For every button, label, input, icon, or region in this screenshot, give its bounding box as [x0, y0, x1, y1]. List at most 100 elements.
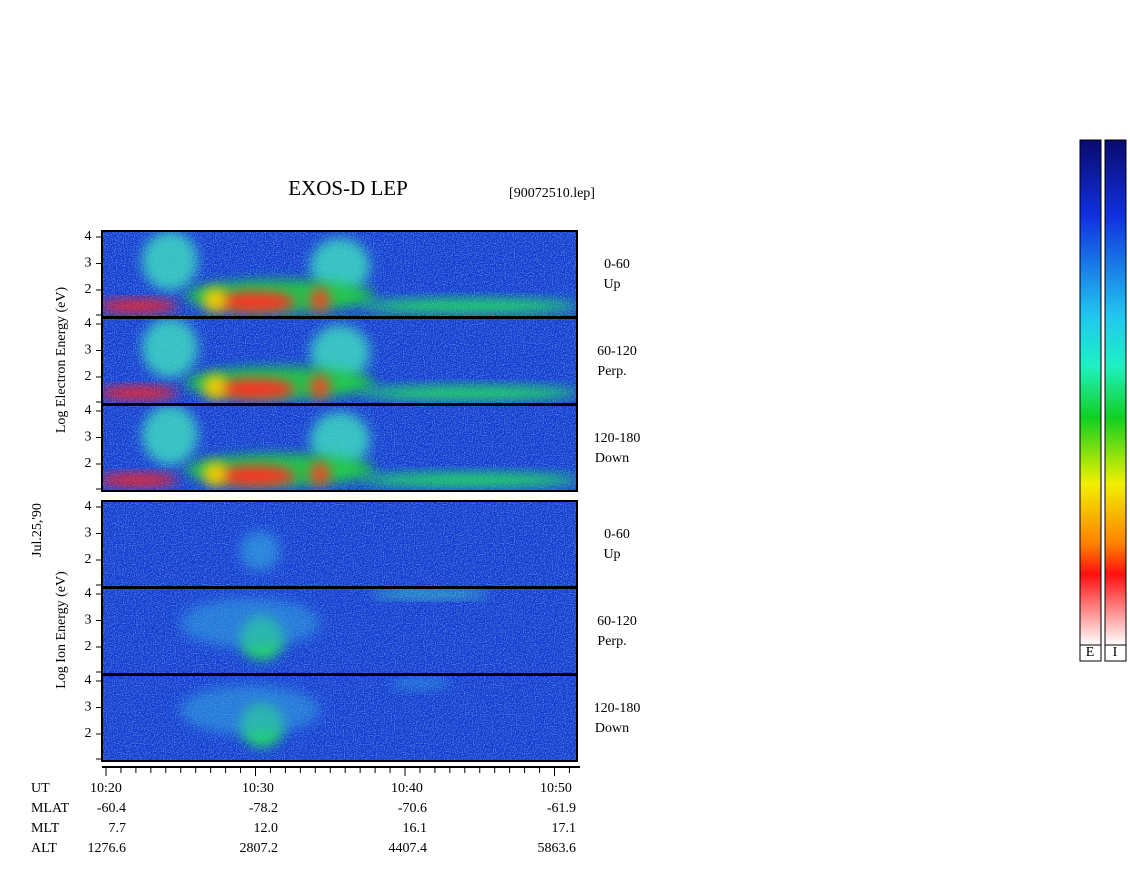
spectral-feature	[203, 288, 227, 312]
spectrogram	[102, 318, 577, 404]
direction-label: Up	[603, 277, 620, 292]
row-name: ALT	[31, 841, 57, 856]
spectral-feature	[180, 685, 320, 735]
y-tick-label: 4	[85, 499, 92, 514]
direction-label: Down	[595, 721, 629, 736]
spectral-feature	[142, 318, 198, 378]
y-tick-label: 2	[85, 552, 92, 567]
row-value: 10:50	[540, 781, 572, 796]
row-value: 10:40	[391, 781, 423, 796]
electron-axis-label: Log Electron Energy (eV)	[54, 287, 69, 434]
color-bar-box	[1104, 644, 1127, 662]
angle-label: 120-180	[594, 701, 641, 716]
spectral-feature	[215, 292, 295, 312]
title: EXOS-D LEP	[288, 176, 408, 200]
row-value: -60.4	[97, 801, 126, 816]
spectral-feature	[310, 238, 370, 294]
color-bar-box	[1079, 644, 1102, 662]
y-tick-label: 2	[85, 456, 92, 471]
row-value: 10:20	[90, 781, 122, 796]
y-tick-label: 4	[85, 316, 92, 331]
angle-label: 60-120	[597, 344, 637, 359]
row-value: 2807.2	[240, 841, 279, 856]
spectrogram-noise	[102, 501, 577, 587]
row-value: -78.2	[249, 801, 278, 816]
row-value: 17.1	[552, 821, 577, 836]
row-value: 1276.6	[88, 841, 127, 856]
angle-label: 0-60	[604, 527, 630, 542]
panel-frame	[101, 404, 578, 492]
panel-frame	[101, 674, 578, 762]
spectral-feature	[310, 325, 370, 381]
spectral-feature	[310, 462, 330, 486]
y-tick-label: 2	[85, 282, 92, 297]
spectral-feature	[310, 412, 370, 468]
spectral-feature	[360, 299, 577, 313]
angle-label: 0-60	[604, 257, 630, 272]
row-value: 7.7	[109, 821, 127, 836]
spectrogram	[102, 501, 577, 587]
direction-label: Perp.	[597, 364, 626, 379]
spectrogram-noise	[102, 588, 577, 674]
spectral-feature	[203, 375, 227, 399]
spectrogram	[102, 588, 577, 674]
row-value: 12.0	[254, 821, 279, 836]
direction-label: Up	[603, 547, 620, 562]
y-tick-label: 3	[85, 430, 92, 445]
spectral-feature	[142, 405, 198, 465]
y-tick-label: 2	[85, 639, 92, 654]
direction-label: Down	[595, 451, 629, 466]
spectral-feature	[370, 590, 490, 598]
row-value: 10:30	[242, 781, 274, 796]
spectral-feature	[390, 677, 450, 689]
date: Jul.25,'90	[30, 503, 45, 557]
row-value: -61.9	[547, 801, 576, 816]
row-value: 5863.6	[538, 841, 577, 856]
spectrogram	[102, 231, 577, 317]
spectral-feature	[240, 531, 280, 571]
color-bar	[1079, 139, 1102, 646]
row-value: 16.1	[403, 821, 428, 836]
row-name: UT	[31, 781, 50, 796]
spectral-feature	[310, 288, 330, 312]
y-tick-label: 2	[85, 369, 92, 384]
spectral-feature	[142, 231, 198, 291]
y-tick-label: 4	[85, 586, 92, 601]
y-tick-label: 3	[85, 526, 92, 541]
color-bar-label: I	[1113, 645, 1118, 660]
ion-axis-label: Log Ion Energy (eV)	[54, 571, 69, 689]
spectrogram-noise	[102, 675, 577, 761]
spectral-feature	[102, 300, 178, 312]
y-tick-label: 4	[85, 403, 92, 418]
row-value: 4407.4	[389, 841, 428, 856]
row-name: MLT	[31, 821, 60, 836]
angle-label: 120-180	[594, 431, 641, 446]
y-tick-label: 2	[85, 726, 92, 741]
spectral-feature	[360, 473, 577, 487]
spectral-feature	[215, 466, 295, 486]
row-name: MLAT	[31, 801, 70, 816]
y-tick-label: 4	[85, 229, 92, 244]
angle-label: 60-120	[597, 614, 637, 629]
spectral-feature	[102, 474, 178, 486]
y-tick-label: 3	[85, 343, 92, 358]
color-bar-label: E	[1086, 645, 1095, 660]
y-tick-label: 3	[85, 700, 92, 715]
spectral-feature	[310, 375, 330, 399]
spectral-feature	[102, 387, 178, 399]
spectral-feature	[360, 386, 577, 400]
y-tick-label: 3	[85, 256, 92, 271]
spectral-feature	[203, 462, 227, 486]
spectral-feature	[180, 598, 320, 648]
y-tick-label: 4	[85, 673, 92, 688]
file-name: [90072510.lep]	[509, 186, 595, 201]
y-tick-label: 3	[85, 613, 92, 628]
direction-label: Perp.	[597, 634, 626, 649]
color-bar	[1104, 139, 1127, 646]
spectrogram	[102, 405, 577, 491]
row-value: -70.6	[398, 801, 427, 816]
spectrogram	[102, 675, 577, 761]
spectral-feature	[215, 379, 295, 399]
